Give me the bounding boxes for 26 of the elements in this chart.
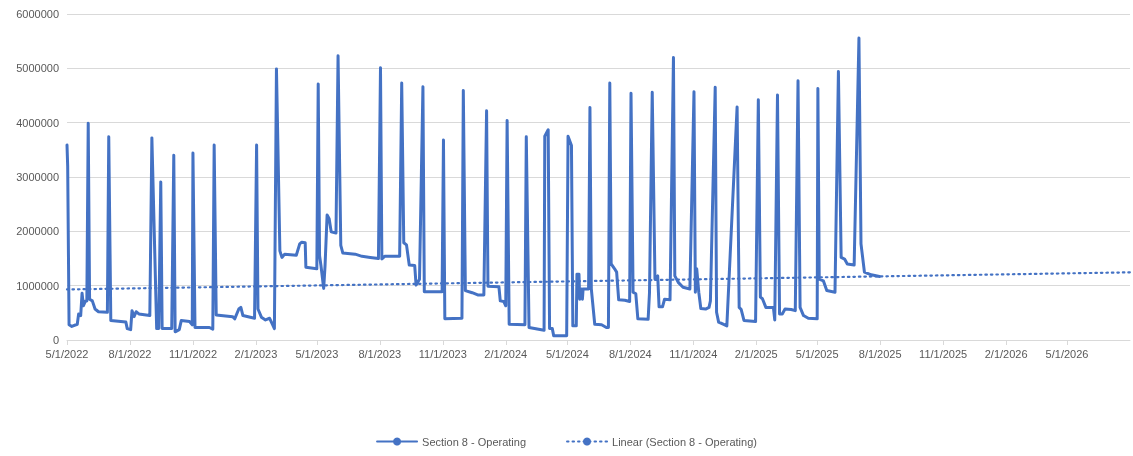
y-tick-label: 1000000 [16, 279, 59, 292]
x-tick-label: 8/1/2025 [858, 347, 902, 360]
x-tick-label: 8/1/2023 [358, 347, 402, 360]
x-tick-label: 5/1/2022 [45, 347, 89, 360]
y-tick-label: 2000000 [16, 225, 59, 238]
x-tick-label: 5/1/2025 [795, 347, 839, 360]
x-tick-label: 8/1/2022 [108, 347, 152, 360]
x-tick-label: 2/1/2025 [734, 347, 778, 360]
legend-label: Section 8 - Operating [422, 435, 527, 448]
x-tick-label: 2/1/2026 [984, 347, 1028, 360]
x-tick-label: 2/1/2024 [484, 347, 528, 360]
x-tick-label: 5/1/2026 [1045, 347, 1089, 360]
x-tick-label: 11/1/2022 [168, 347, 218, 360]
y-tick-label: 0 [52, 334, 59, 346]
x-tick-label: 11/1/2025 [919, 347, 968, 360]
x-tick-label: 11/1/2024 [669, 347, 718, 360]
y-tick-label: 6000000 [16, 8, 59, 20]
y-tick-label: 5000000 [16, 62, 59, 75]
y-tick-label: 4000000 [16, 116, 59, 129]
x-tick-label: 5/1/2023 [295, 347, 339, 360]
x-tick-label: 11/1/2023 [418, 347, 467, 360]
legend-label: Linear (Section 8 - Operating) [612, 435, 757, 448]
y-tick-label: 3000000 [16, 171, 59, 183]
x-tick-label: 5/1/2024 [545, 347, 589, 360]
x-tick-label: 8/1/2024 [608, 347, 652, 360]
x-tick-label: 2/1/2023 [234, 347, 278, 360]
